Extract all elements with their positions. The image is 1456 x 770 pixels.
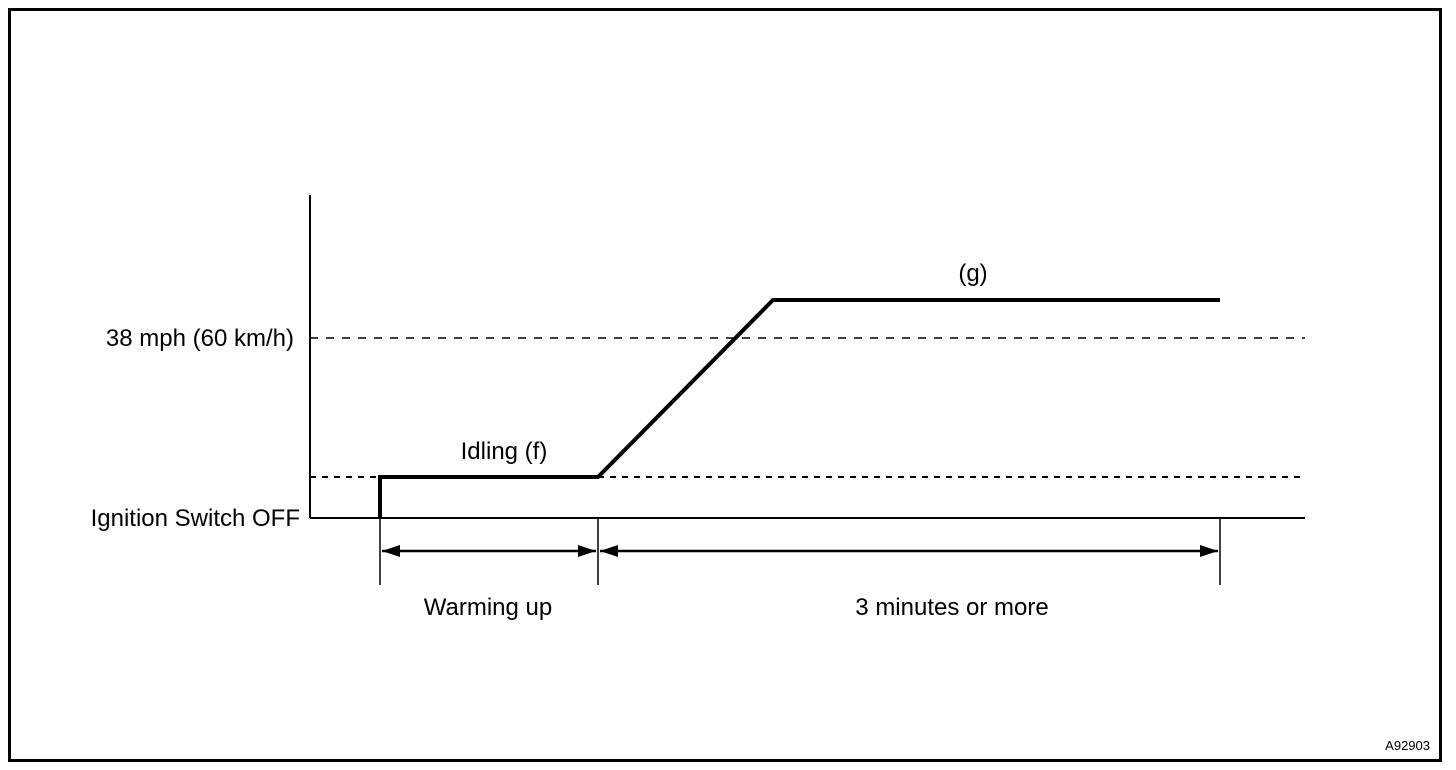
warming-up-label: Warming up <box>424 594 552 621</box>
duration-arrow-left <box>600 545 618 557</box>
cruise-label: (g) <box>958 260 987 287</box>
ignition-off-label: Ignition Switch OFF <box>91 505 300 532</box>
speed-level-label: 38 mph (60 km/h) <box>106 325 294 352</box>
warming-up-arrow-right <box>578 545 596 557</box>
figure-code: A92903 <box>1385 738 1430 753</box>
speed-profile-line <box>378 298 1220 518</box>
duration-arrow-right <box>1200 545 1218 557</box>
diagram-frame <box>8 8 1442 762</box>
idling-label: Idling (f) <box>461 438 548 465</box>
duration-label: 3 minutes or more <box>855 594 1048 621</box>
warming-up-arrow-left <box>382 545 400 557</box>
